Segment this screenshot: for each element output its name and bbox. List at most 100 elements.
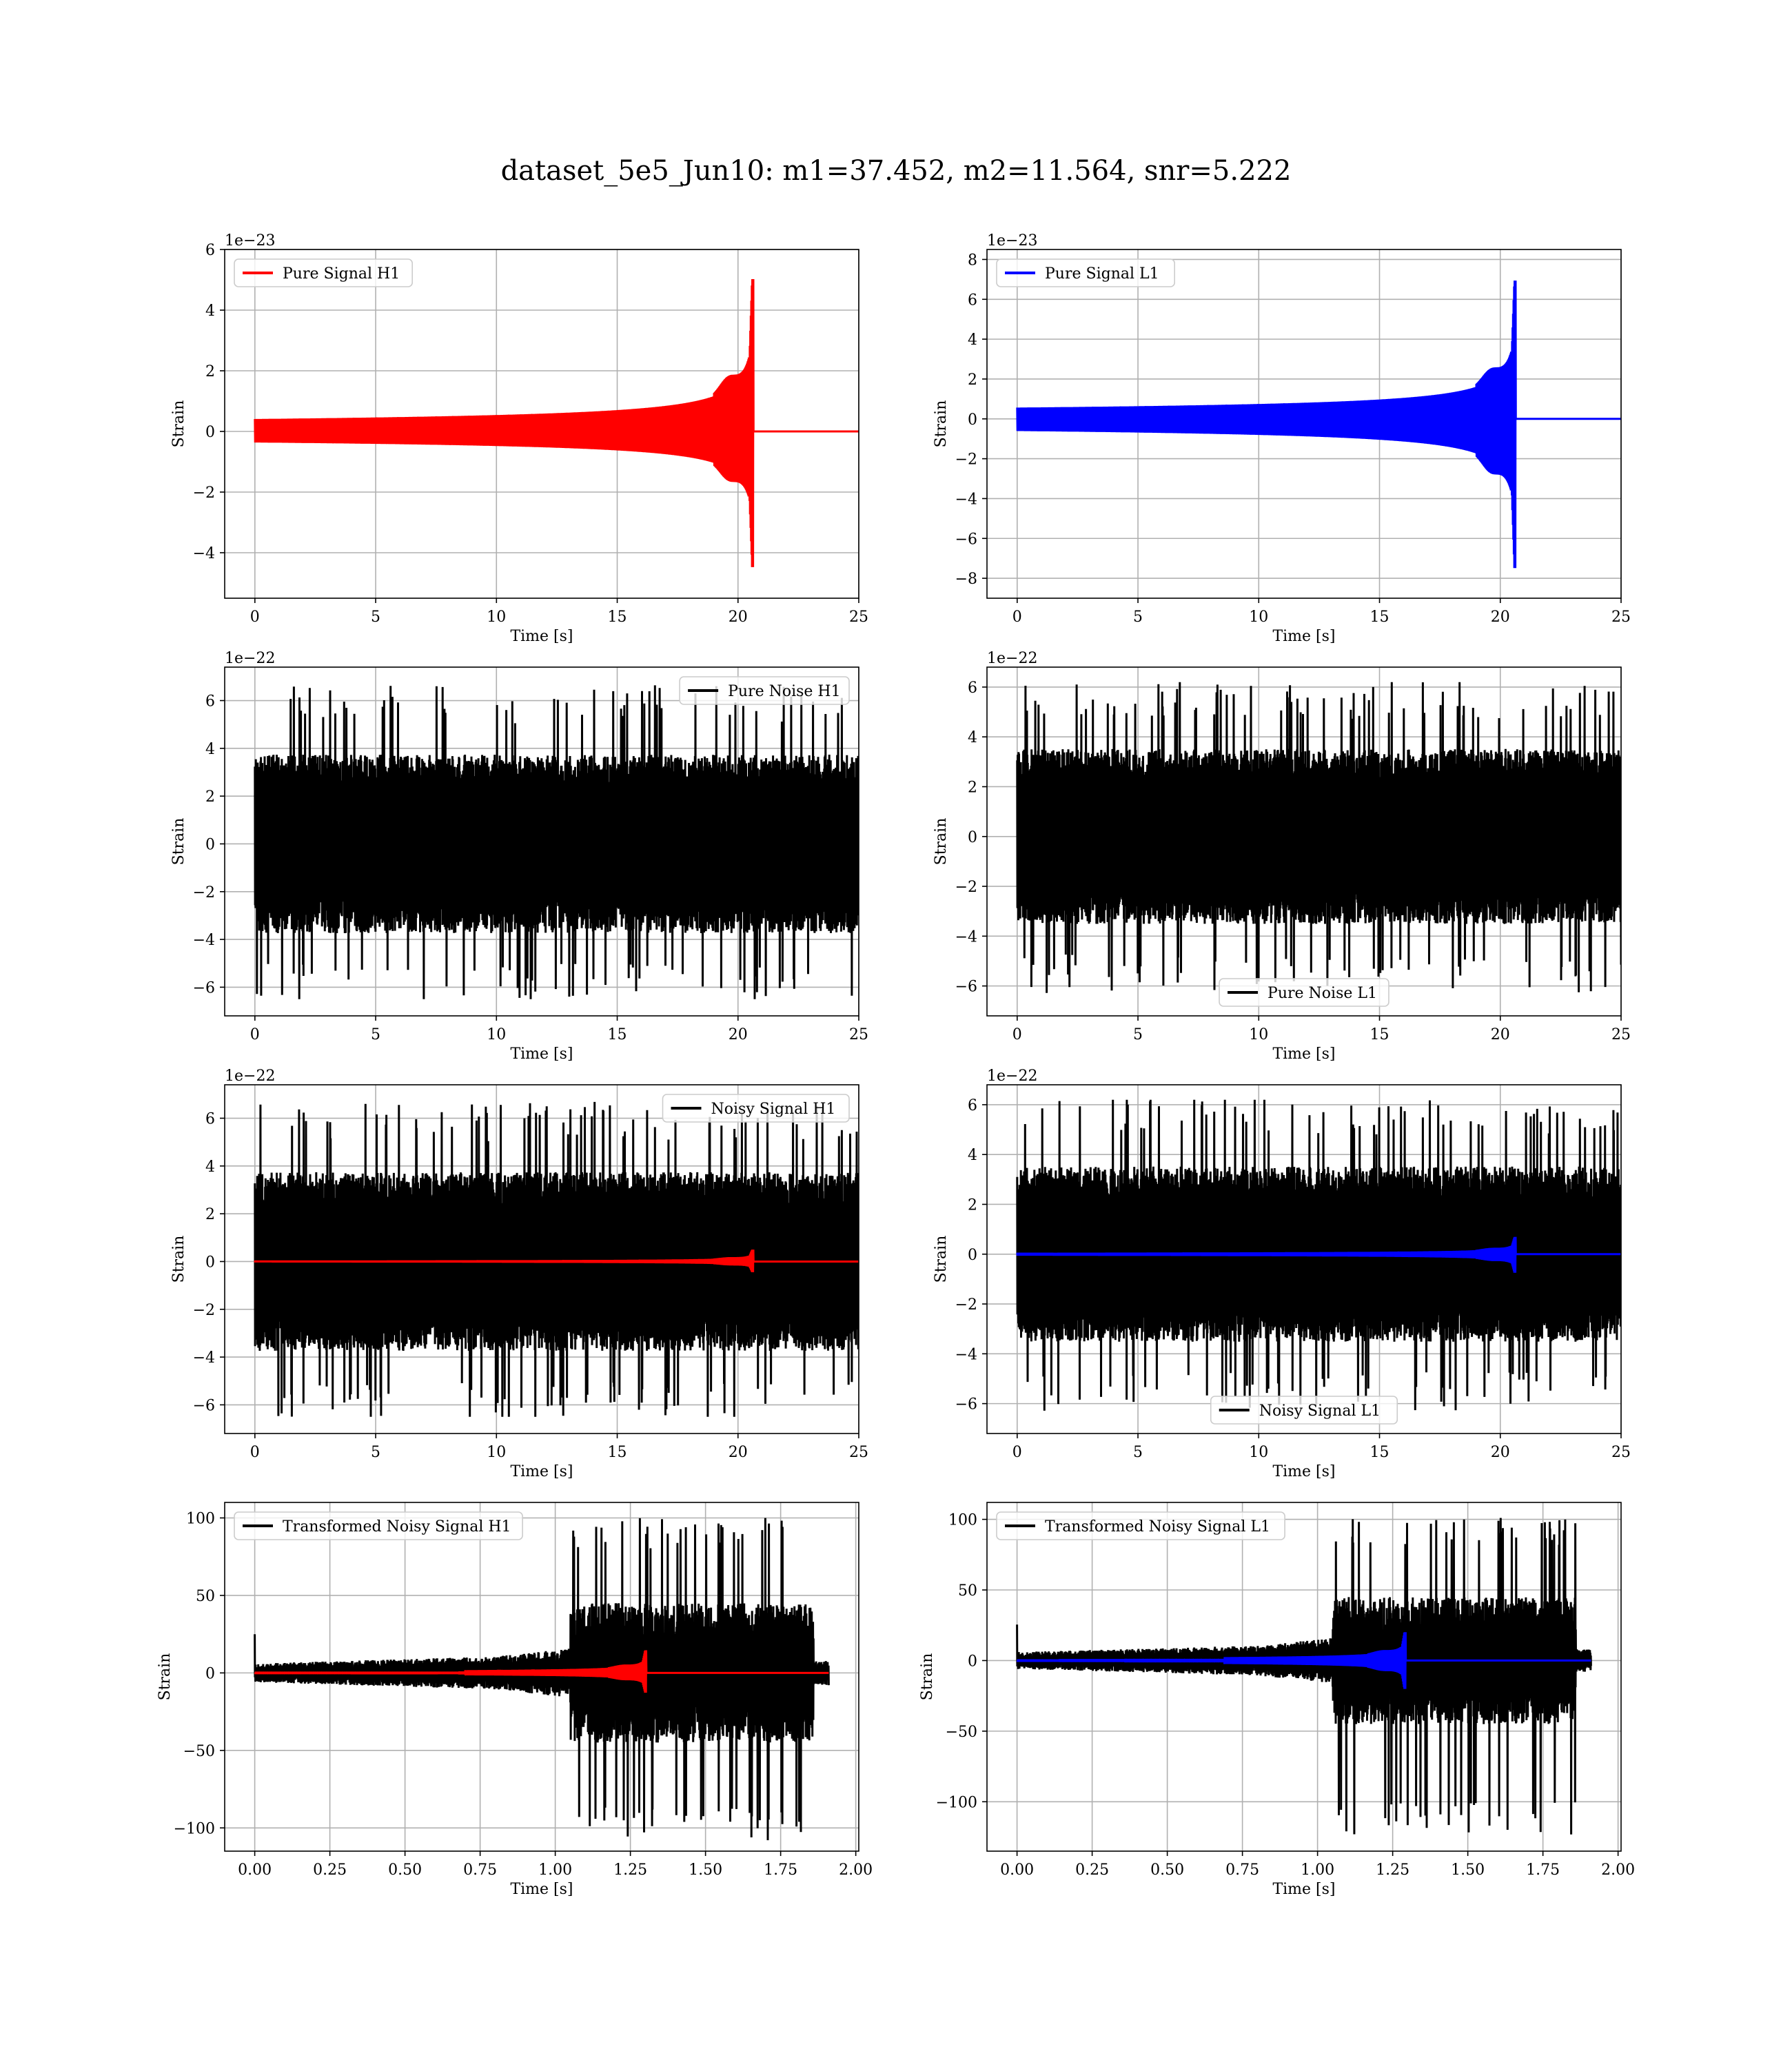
x-tick-label: 20 [729,1444,748,1461]
x-tick-label: 25 [849,1444,868,1461]
overlay-series-line [1016,1236,1621,1273]
x-tick-label: 0.00 [1000,1861,1034,1879]
legend-box [1210,1396,1398,1425]
y-tick-label: 2 [968,779,977,796]
y-tick-label: 2 [968,1196,977,1214]
x-axis-label: Time [s] [510,628,573,645]
y-tick-label: 6 [205,1111,215,1128]
y-tick-label: −6 [955,1396,977,1414]
y-tick-label: −4 [955,491,977,508]
x-tick-label: 0 [1012,1026,1022,1043]
x-tick-label: 15 [1370,1026,1389,1043]
legend-label: Noisy Signal L1 [1259,1402,1381,1420]
legend-box [234,258,414,287]
x-tick-label: 20 [1491,1444,1510,1461]
y-tick-label: 2 [968,371,977,389]
x-tick-label: 0 [250,609,260,626]
legend-box [234,1511,523,1540]
x-tick-label: 15 [608,609,627,626]
legend: Transformed Noisy Signal L1 [996,1511,1285,1540]
plot-area [1016,682,1621,993]
y-axis-label: Strain [170,818,187,866]
x-tick-label: 2.00 [1601,1861,1635,1879]
y-tick-label: 4 [205,303,215,320]
legend-box [996,1511,1285,1540]
y-tick-label: −2 [193,884,215,901]
legend: Pure Signal L1 [996,258,1176,287]
axes-frame [986,666,1622,1017]
y-tick-label: 6 [968,680,977,697]
y-tick-label: 0 [968,411,977,429]
y-tick-label: −2 [193,1302,215,1319]
x-tick-label: 25 [849,1026,868,1043]
y-axis-label: Strain [933,1236,950,1283]
x-tick-label: 0 [1012,1444,1022,1461]
y-tick-label: −4 [955,928,977,946]
x-tick-label: 0.50 [388,1861,422,1879]
y-axis-label: Strain [919,1653,936,1701]
x-tick-label: 0.75 [1225,1861,1259,1879]
y-tick-label: −4 [193,545,215,562]
y-axis-label: Strain [170,400,187,448]
axes-frame [224,1084,859,1434]
legend-label: Pure Noise L1 [1267,985,1377,1002]
y-tick-label: 6 [205,242,215,259]
legend: Transformed Noisy Signal H1 [234,1511,523,1540]
y-tick-label: 2 [205,788,215,806]
y-tick-label: 2 [205,1206,215,1223]
y-tick-label: 0 [205,836,215,853]
overlay-series-line [254,1249,859,1273]
subplot: 0.00 0.25 0.50 0.75 1.00 1.25 1.50 1.75 2.00 −100… [919,1502,1635,1898]
y-axis-label: Strain [933,818,950,866]
y-tick-label: 2 [205,363,215,380]
y-tick-label: 0 [205,1665,215,1682]
axes-frame [224,1502,859,1852]
x-axis-label: Time [s] [1272,1463,1335,1480]
axes-frame [986,1502,1622,1852]
x-axis-label: Time [s] [510,1045,573,1063]
offset-text: 1e−22 [987,650,1037,667]
series-line [1016,1099,1621,1411]
y-tick-label: −2 [955,451,977,469]
legend-label: Transformed Noisy Signal L1 [1045,1518,1270,1536]
series-line [1016,280,1621,569]
offset-text: 1e−22 [225,650,275,667]
x-tick-label: 0.25 [1075,1861,1109,1879]
y-tick-label: 4 [968,729,977,746]
x-axis-label: Time [s] [1272,1045,1335,1063]
y-tick-label: 4 [968,331,977,349]
y-tick-label: 4 [205,741,215,758]
x-tick-label: 10 [1249,609,1268,626]
y-tick-label: −6 [193,979,215,997]
legend-label: Transformed Noisy Signal H1 [283,1518,511,1536]
x-tick-label: 15 [1370,609,1389,626]
x-tick-label: 1.00 [1301,1861,1334,1879]
x-tick-label: 0.25 [313,1861,347,1879]
legend-label: Noisy Signal H1 [711,1101,836,1118]
y-tick-label: 4 [968,1147,977,1164]
x-tick-label: 1.75 [764,1861,797,1879]
y-tick-label: 4 [205,1159,215,1176]
y-tick-label: 6 [968,292,977,309]
legend-label: Pure Signal H1 [283,265,400,283]
x-tick-label: 5 [1133,1026,1143,1043]
y-axis-label: Strain [170,1236,187,1283]
y-tick-label: −100 [174,1820,215,1837]
legend: Pure Noise H1 [679,676,850,705]
subplot: 0 5 10 15 20 25 −6 −4 −2 0 2 4 6 Time [s] Strain 1e−22 N… [933,1068,1631,1480]
overlay-series-line [254,1650,829,1693]
plot-area [1016,1518,1592,1835]
x-tick-label: 15 [1370,1444,1389,1461]
x-axis-label: Time [s] [510,1881,573,1898]
y-tick-label: −8 [955,571,977,588]
plot-area [1016,280,1621,569]
y-tick-label: −4 [193,1349,215,1367]
legend: Noisy Signal H1 [662,1094,850,1123]
legend-box [1219,978,1389,1007]
x-tick-label: 0.00 [238,1861,272,1879]
x-tick-label: 5 [371,609,380,626]
series-line [1016,682,1621,993]
axes-frame [986,1084,1622,1434]
x-tick-label: 1.00 [538,1861,572,1879]
